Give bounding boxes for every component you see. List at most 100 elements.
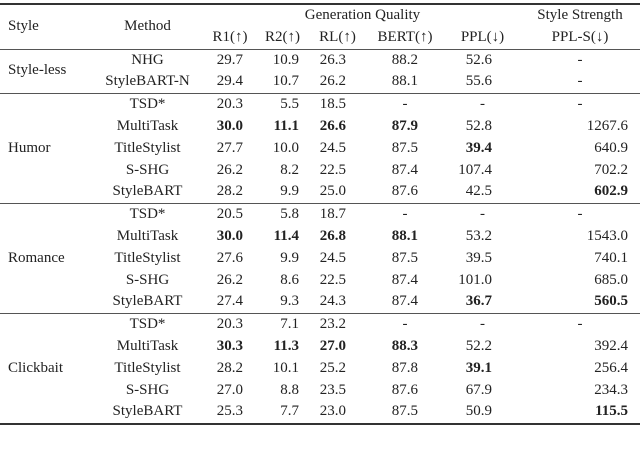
- cell-bert: 87.9: [391, 117, 418, 134]
- cell-r1: 27.7: [216, 139, 243, 156]
- cell-r1: 30.3: [216, 337, 243, 354]
- table-row: S-SHG 27.0 8.8 23.5 87.6 67.9 234.3: [0, 380, 640, 402]
- cell-r2: 8.6: [280, 271, 299, 288]
- cell-ppl-s: -: [577, 96, 583, 113]
- cell-r2: 9.9: [280, 183, 299, 200]
- cell-ppl-s: 702.2: [594, 161, 628, 178]
- cell-r2: 11.1: [273, 117, 299, 134]
- cell-ppl: -: [480, 96, 485, 113]
- table-row: TitleStylist 27.6 9.9 24.5 87.5 39.5 740.1: [0, 248, 640, 270]
- cell-r1: 30.0: [216, 117, 243, 134]
- cell-r1: 20.3: [216, 96, 243, 113]
- cell-ppl-s: 740.1: [594, 249, 628, 266]
- header-row-2: R1(↑) R2(↑) RL(↑) BERT(↑) PPL(↓) PPL-S(↓…: [0, 27, 640, 49]
- method-name: StyleBART: [112, 293, 183, 310]
- cell-ppl: 67.9: [465, 381, 492, 398]
- cell-r2: 7.7: [280, 403, 299, 420]
- cell-ppl-s: -: [577, 316, 583, 333]
- cell-r1: 28.2: [216, 359, 243, 376]
- method-name: MultiTask: [116, 227, 179, 244]
- cell-ppl: 39.4: [465, 139, 492, 156]
- table-row: S-SHG 26.2 8.6 22.5 87.4 101.0 685.0: [0, 270, 640, 292]
- cell-bert: -: [402, 316, 408, 333]
- header-ppl-s: PPL-S(↓): [551, 28, 609, 45]
- cell-r2: 10.0: [272, 139, 299, 156]
- table-row: Style-less NHG 29.7 10.9 26.3 88.2 52.6 -: [0, 49, 640, 78]
- cell-ppl: 39.1: [465, 359, 492, 376]
- cell-ppl: 52.8: [465, 117, 492, 134]
- cell-bert: 88.2: [391, 51, 418, 68]
- header-style: Style: [8, 17, 39, 34]
- cell-r1: 27.6: [216, 249, 243, 266]
- method-name: TSD*: [129, 206, 166, 223]
- cell-rl: 23.2: [319, 316, 346, 333]
- cell-r1: 29.4: [216, 73, 243, 90]
- table-row: Romance TSD* 20.5 5.8 18.7 - - -: [0, 203, 640, 266]
- cell-rl: 22.5: [319, 161, 346, 178]
- cell-r1: 27.4: [216, 293, 243, 310]
- cell-ppl-s: 685.0: [594, 271, 628, 288]
- cell-bert: 87.6: [391, 381, 418, 398]
- cell-ppl-s: -: [577, 73, 583, 90]
- cell-r2: 8.2: [280, 161, 299, 178]
- header-generation-quality: Generation Quality: [304, 7, 421, 23]
- method-name: MultiTask: [116, 117, 179, 134]
- method-name: TitleStylist: [114, 249, 181, 266]
- table-row: MultiTask 30.0 11.1 26.6 87.9 52.8 1267.6: [0, 116, 640, 138]
- cell-ppl: -: [480, 206, 485, 223]
- table-row: StyleBART 27.4 9.3 24.3 87.4 36.7 560.5: [0, 291, 640, 313]
- cell-ppl: 52.2: [465, 337, 492, 354]
- cell-ppl-s: 602.9: [594, 183, 628, 200]
- method-name: S-SHG: [125, 271, 170, 288]
- cell-ppl: 53.2: [465, 227, 492, 244]
- cell-bert: 87.5: [391, 403, 418, 420]
- method-name: TSD*: [129, 316, 166, 333]
- cell-rl: 27.0: [319, 337, 346, 354]
- cell-ppl: 36.7: [465, 293, 492, 310]
- cell-ppl-s: 256.4: [594, 359, 628, 376]
- cell-ppl-s: 640.9: [594, 139, 628, 156]
- table-row: MultiTask 30.3 11.3 27.0 88.3 52.2 392.4: [0, 336, 640, 358]
- results-table: Style Method Generation Quality Style St…: [0, 3, 640, 425]
- cell-rl: 25.2: [319, 359, 346, 376]
- cell-r2: 10.7: [272, 73, 299, 90]
- cell-bert: 88.1: [391, 227, 418, 244]
- style-label: Humor: [8, 139, 51, 156]
- cell-bert: 87.4: [391, 271, 418, 288]
- cell-r1: 26.2: [216, 271, 243, 288]
- table-row: TitleStylist 28.2 10.1 25.2 87.8 39.1 256.4: [0, 358, 640, 380]
- cell-ppl: 107.4: [458, 161, 492, 178]
- header-bert: BERT(↑): [377, 28, 433, 45]
- table-row: MultiTask 30.0 11.4 26.8 88.1 53.2 1543.0: [0, 226, 640, 248]
- cell-rl: 24.3: [319, 293, 346, 310]
- cell-r2: 11.4: [273, 227, 299, 244]
- table-row: TitleStylist 27.7 10.0 24.5 87.5 39.4 640.9: [0, 138, 640, 160]
- cell-r2: 5.5: [280, 96, 299, 113]
- cell-ppl-s: -: [577, 51, 583, 68]
- cell-ppl-s: 1267.6: [586, 117, 628, 134]
- cell-rl: 26.6: [319, 117, 346, 134]
- cell-r2: 8.8: [280, 381, 299, 398]
- header-r2: R2(↑): [265, 28, 300, 45]
- cell-ppl: 42.5: [465, 183, 492, 200]
- table-row: StyleBART 28.2 9.9 25.0 87.6 42.5 602.9: [0, 181, 640, 203]
- cell-ppl: -: [480, 316, 485, 333]
- cell-bert: -: [402, 96, 408, 113]
- header-ppl: PPL(↓): [460, 28, 505, 45]
- cell-bert: 88.3: [391, 337, 418, 354]
- cell-ppl: 39.5: [465, 249, 492, 266]
- cell-ppl: 52.6: [465, 51, 492, 68]
- cell-r2: 5.8: [280, 206, 299, 223]
- cell-rl: 26.3: [319, 51, 346, 68]
- cell-r2: 7.1: [280, 316, 299, 333]
- cell-ppl: 55.6: [465, 73, 492, 90]
- cell-bert: -: [402, 206, 408, 223]
- cell-rl: 26.8: [319, 227, 346, 244]
- cell-ppl-s: 115.5: [595, 403, 628, 420]
- cell-r2: 10.9: [272, 51, 299, 68]
- cell-r1: 27.0: [216, 381, 243, 398]
- method-name: StyleBART-N: [105, 73, 190, 90]
- cell-rl: 24.5: [319, 139, 346, 156]
- header-method: Method: [124, 17, 171, 34]
- table-row: StyleBART-N 29.4 10.7 26.2 88.1 55.6 -: [0, 71, 640, 93]
